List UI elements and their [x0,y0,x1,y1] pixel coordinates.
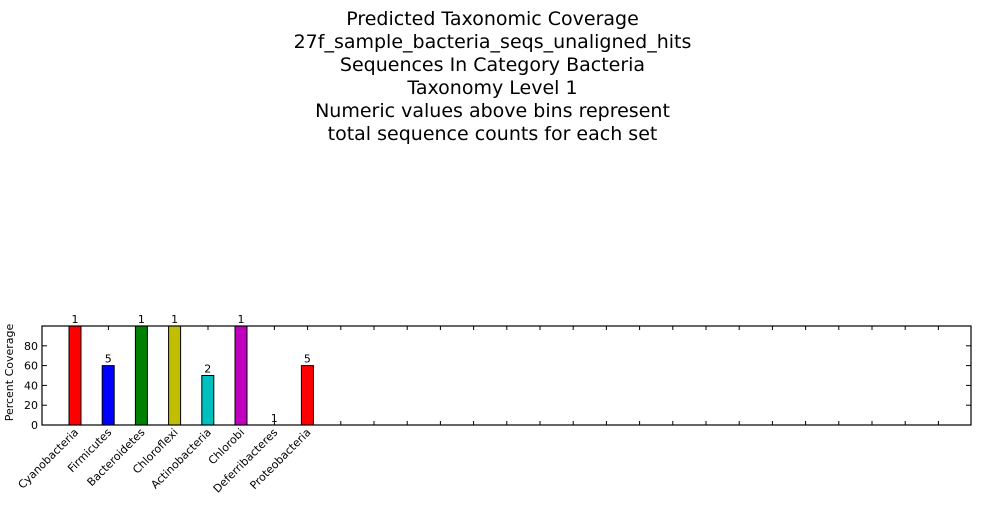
title-line-4: Taxonomy Level 1 [407,77,578,99]
chart-title: Predicted Taxonomic Coverage 27f_sample_… [0,8,985,146]
plot-area-frame [41,325,972,426]
bar-firmicutes [101,365,115,426]
y-tick-label: 60 [24,360,38,373]
y-tick-label: 20 [24,399,38,412]
title-line-1: Predicted Taxonomic Coverage [346,8,639,30]
bar-count-label: 5 [105,353,112,366]
title-line-2: 27f_sample_bacteria_seqs_unaligned_hits [293,31,692,53]
x-tick-label: Bacteroidetes [85,426,148,489]
title-line-3: Sequences In Category Bacteria [339,54,646,76]
bar-count-label: 2 [204,363,211,376]
bar-chloroflexi [168,325,182,426]
bar-count-label: 5 [304,353,311,366]
bar-actinobacteria [201,375,215,426]
bar-count-label: 1 [238,313,245,326]
y-tick-label: 40 [24,379,38,392]
title-line-5: Numeric values above bins represent [315,100,670,122]
bar-count-label: 1 [138,313,145,326]
bar-chlorobi [234,325,248,426]
y-axis-label: Percent Coverage [3,323,16,421]
bar-bacteroidetes [134,325,148,426]
bar-count-label: 1 [271,412,278,425]
bar-cyanobacteria [68,325,82,426]
bar-proteobacteria [300,365,314,426]
bar-count-label: 1 [72,313,79,326]
y-tick-label: 0 [31,419,38,432]
y-tick-label: 80 [24,340,38,353]
chart-marks: 0204060801Cyanobacteria5Firmicutes1Bacte… [15,313,971,496]
title-line-6: total sequence counts for each set [327,123,658,145]
bar-count-label: 1 [171,313,178,326]
x-tick-label: Proteobacteria [247,426,313,492]
x-tick-label: Actinobacteria [148,426,213,491]
